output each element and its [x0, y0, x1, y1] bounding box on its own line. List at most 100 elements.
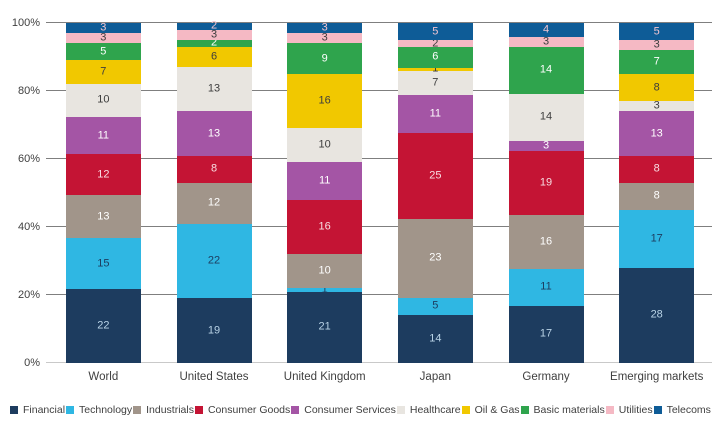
- bar-segment-oil-gas: 8: [619, 74, 695, 102]
- bar-slot-emerging-markets: 28 17 8 8 13 3 8 7 3 5: [601, 23, 712, 363]
- legend-swatch-icon: [653, 406, 662, 414]
- bar-segment-consumer-goods: 19: [508, 150, 584, 215]
- gridline-60: [46, 158, 712, 159]
- legend-swatch-icon: [461, 406, 470, 414]
- bar-segment-telecoms: 5: [397, 23, 473, 41]
- segment-value-label: 22: [207, 254, 221, 267]
- segment-value-label: 17: [539, 327, 553, 340]
- bar-segment-consumer-services: 13: [619, 111, 695, 156]
- y-tick-label: 60%: [17, 153, 40, 165]
- x-category-label: Germany: [522, 371, 570, 383]
- legend-item-technology: Technology: [66, 404, 132, 416]
- segment-value-label: 17: [650, 232, 663, 245]
- bar-segment-utilities: 3: [287, 32, 363, 44]
- legend-label: Consumer Goods: [207, 404, 291, 416]
- segment-value-label: 12: [207, 196, 221, 209]
- segment-value-label: 3: [653, 99, 660, 112]
- segment-value-label: 3: [542, 139, 550, 152]
- bar-segment-consumer-services: 13: [176, 111, 252, 156]
- segment-value-label: 4: [542, 23, 550, 36]
- segment-value-label: 13: [207, 127, 221, 140]
- bar-segment-industrials: 13: [65, 194, 141, 239]
- legend-item-utilities: Utilities: [605, 404, 653, 416]
- bar-segment-financial: 21: [287, 291, 363, 363]
- legend-swatch-icon: [10, 406, 18, 414]
- bar-emerging-markets: 28 17 8 8 13 3 8 7 3 5: [619, 23, 695, 363]
- bar-slot-germany: 17 11 16 19 3 14 14 3 4: [491, 23, 602, 363]
- bar-segment-consumer-services: 11: [287, 162, 363, 200]
- segment-value-label: 8: [210, 162, 218, 175]
- segment-value-label: 14: [539, 110, 553, 123]
- segment-value-label: 11: [429, 107, 442, 120]
- bar-segment-utilities: 3: [176, 29, 252, 41]
- bar-segment-oil-gas: 7: [65, 60, 141, 84]
- bar-segment-consumer-services: 11: [397, 95, 473, 133]
- bar-segment-financial: 19: [176, 298, 252, 363]
- bar-united-kingdom: 21 1 10 16 11 10 16 9 3 3: [287, 22, 363, 363]
- bar-segment-telecoms: 3: [287, 22, 363, 34]
- bar-segment-consumer-services: 11: [65, 117, 141, 155]
- bar-segment-consumer-goods: 25: [397, 132, 473, 219]
- segment-value-label: 3: [100, 21, 107, 34]
- x-category-label: United States: [179, 371, 249, 383]
- bar-segment-financial: 22: [65, 288, 141, 363]
- bar-segment-consumer-goods: 12: [65, 154, 141, 195]
- bar-segment-utilities: 3: [619, 39, 695, 51]
- bar-segment-healthcare: 10: [287, 128, 363, 163]
- bar-segment-consumer-goods: 8: [176, 155, 252, 183]
- legend-swatch-icon: [133, 406, 142, 414]
- bar-segment-oil-gas: 1: [397, 63, 473, 74]
- legend-label: Utilities: [618, 404, 653, 416]
- bar-world: 22 15 13 12 11 10 7 5 3 3: [65, 21, 141, 363]
- segment-value-label: 9: [321, 52, 328, 65]
- bar-segment-telecoms: 3: [65, 21, 141, 34]
- bar-segment-industrials: 16: [508, 214, 584, 269]
- bar-segment-utilities: 3: [508, 36, 584, 47]
- bar-slot-world: 22 15 13 12 11 10 7 5 3 3: [48, 21, 159, 363]
- bar-segment-industrials: 23: [397, 218, 473, 298]
- legend-swatch-icon: [605, 406, 614, 414]
- segment-value-label: 5: [432, 299, 439, 312]
- segment-value-label: 23: [429, 251, 442, 264]
- segment-value-label: 8: [653, 81, 660, 94]
- segment-value-label: 19: [207, 324, 221, 337]
- x-category-label: Emerging markets: [610, 371, 704, 383]
- segment-value-label: 22: [97, 319, 110, 332]
- legend-label: Technology: [79, 404, 133, 416]
- segment-value-label: 6: [210, 50, 218, 63]
- legend-item-basic-materials: Basic materials: [520, 404, 605, 416]
- legend-item-financial: Financial: [10, 404, 65, 416]
- segment-value-label: 7: [100, 65, 107, 78]
- bar-segment-basic-materials: 7: [619, 50, 695, 75]
- legend-item-telecoms: Telecoms: [653, 404, 711, 416]
- legend-label: Financial: [23, 404, 66, 416]
- legend-swatch-icon: [291, 406, 300, 414]
- plot-area: 22 15 13 12 11 10 7 5 3 3 19 22 12 8 13 13 6 2 3 2 21 1 10 16 11…: [46, 20, 712, 363]
- bar-segment-technology: 5: [397, 297, 473, 315]
- legend-swatch-icon: [66, 406, 75, 414]
- y-tick-label: 20%: [17, 289, 40, 301]
- legend-item-healthcare: Healthcare: [396, 404, 461, 416]
- bar-segment-financial: 28: [619, 267, 695, 363]
- bar-segment-industrials: 10: [287, 254, 363, 289]
- gridline-40: [46, 226, 712, 227]
- bar-segment-technology: 15: [65, 238, 141, 289]
- bar-segment-utilities: 2: [397, 38, 473, 49]
- x-category-label: World: [88, 371, 119, 383]
- gridline-20: [46, 294, 712, 295]
- segment-value-label: 13: [97, 210, 110, 223]
- bar-segment-healthcare: 3: [619, 99, 695, 112]
- bar-segment-basic-materials: 14: [508, 46, 584, 94]
- bar-segment-basic-materials: 5: [65, 43, 141, 61]
- segment-value-label: 15: [97, 257, 110, 270]
- segment-value-label: 14: [429, 332, 442, 345]
- bar-segment-technology: 22: [176, 223, 252, 299]
- segment-value-label: 28: [650, 308, 663, 321]
- segment-value-label: 6: [432, 50, 439, 63]
- segment-value-label: 5: [653, 25, 660, 38]
- segment-value-label: 13: [207, 82, 221, 95]
- bar-segment-healthcare: 14: [508, 93, 584, 141]
- bar-segment-healthcare: 10: [65, 83, 141, 118]
- legend-label: Basic materials: [533, 404, 605, 416]
